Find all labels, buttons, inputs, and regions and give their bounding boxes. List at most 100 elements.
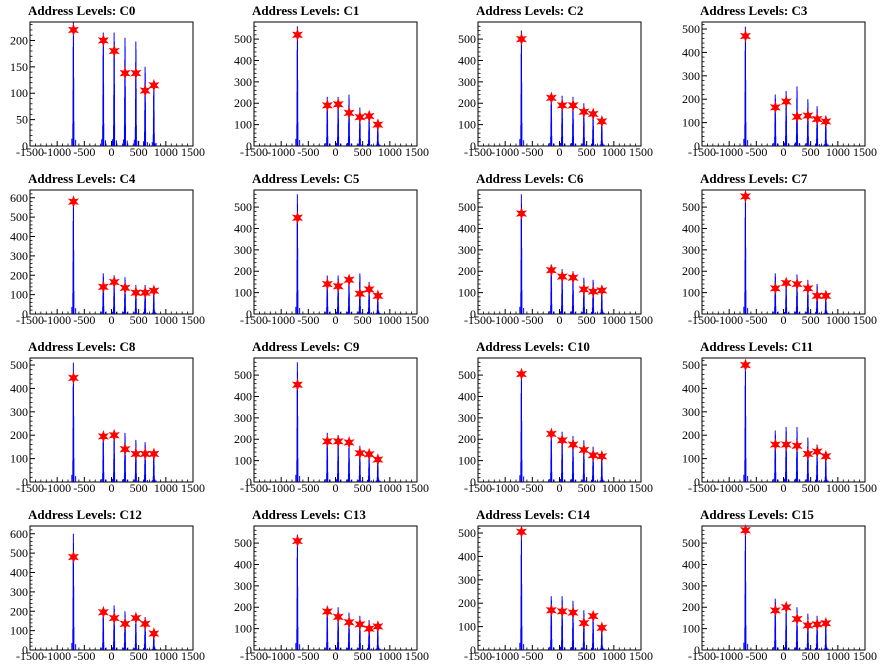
y-tick-label: 100 bbox=[458, 620, 476, 634]
panel-title: Address Levels: C3 bbox=[700, 3, 808, 18]
peak-marker bbox=[578, 105, 590, 119]
x-tick-label: 1000 bbox=[154, 481, 178, 495]
x-tick-label: 500 bbox=[130, 649, 148, 663]
peak-marker bbox=[578, 282, 590, 296]
peak-marker bbox=[67, 195, 79, 209]
y-tick-label: 400 bbox=[234, 557, 252, 571]
peak-marker bbox=[354, 287, 366, 301]
plot-frame bbox=[701, 357, 866, 483]
x-tick-label: 1500 bbox=[181, 313, 205, 327]
plot-frame bbox=[253, 357, 418, 483]
histogram-plot: -1500 -1000 -500 0 500 1000 1500 0 100 200 300 400 5… bbox=[10, 189, 205, 327]
y-tick-label: 0 bbox=[246, 475, 252, 489]
y-tick-label: 500 bbox=[234, 32, 252, 46]
x-tick-label: -1500 bbox=[16, 313, 44, 327]
peak-marker bbox=[780, 438, 792, 452]
peak-marker bbox=[343, 106, 355, 120]
peak-marker bbox=[556, 270, 568, 284]
plot-frame bbox=[253, 21, 418, 147]
peak-marker bbox=[769, 100, 781, 114]
x-tick-label: -1000 bbox=[491, 649, 519, 663]
peak-marker bbox=[108, 44, 120, 58]
histogram-plot: -1500 -1000 -500 0 500 1000 1500 0 100 200 300 400 5… bbox=[682, 523, 877, 663]
y-tick-label: 100 bbox=[10, 452, 28, 466]
plot-frame bbox=[253, 525, 418, 651]
peak-marker bbox=[780, 276, 792, 290]
x-tick-label: -1500 bbox=[16, 481, 44, 495]
peak-marker bbox=[515, 32, 527, 46]
y-tick-label: 0 bbox=[246, 307, 252, 321]
y-tick-label: 100 bbox=[458, 286, 476, 300]
x-tick-label: -500 bbox=[521, 145, 543, 159]
x-tick-label: 0 bbox=[333, 313, 339, 327]
y-tick-label: 100 bbox=[682, 452, 700, 466]
x-tick-label: -1500 bbox=[464, 481, 492, 495]
x-tick-label: 500 bbox=[354, 481, 372, 495]
y-tick-label: 400 bbox=[10, 381, 28, 395]
y-tick-label: 300 bbox=[458, 75, 476, 89]
histogram-plot: -1500 -1000 -500 0 500 1000 1500 0 100 200 300 400 5… bbox=[458, 21, 653, 159]
peak-marker bbox=[587, 285, 599, 299]
histogram-panel: -1500 -1000 -500 0 500 1000 1500 0 100 200 300 400 5… bbox=[672, 0, 896, 168]
plot-frame bbox=[477, 357, 642, 483]
peak-marker bbox=[354, 110, 366, 124]
histogram-panel: -1500 -1000 -500 0 500 1000 1500 0 100 200 300 400 5… bbox=[672, 504, 896, 672]
x-tick-label: 500 bbox=[578, 649, 596, 663]
histogram-series bbox=[71, 533, 157, 650]
peak-marker bbox=[596, 621, 608, 635]
panel-title: Address Levels: C9 bbox=[252, 339, 360, 354]
x-tick-label: -500 bbox=[521, 313, 543, 327]
histogram-plot: -1500 -1000 -500 0 500 1000 1500 0 100 200 300 400 5… bbox=[458, 525, 653, 663]
y-tick-label: 400 bbox=[682, 557, 700, 571]
histogram-panel: -1500 -1000 -500 0 500 1000 1500 0 100 200 300 400 5… bbox=[0, 336, 224, 504]
y-tick-label: 300 bbox=[682, 69, 700, 83]
peak-marker bbox=[739, 358, 751, 372]
x-tick-label: 500 bbox=[578, 481, 596, 495]
histogram-plot: -1500 -1000 -500 0 500 1000 1500 0 50 100 150 200 bbox=[10, 21, 205, 159]
x-tick-label: -500 bbox=[297, 649, 319, 663]
x-tick-label: 1500 bbox=[629, 313, 653, 327]
x-tick-label: 0 bbox=[109, 313, 115, 327]
x-tick-label: 500 bbox=[802, 145, 820, 159]
y-tick-label: 600 bbox=[10, 191, 28, 205]
x-tick-label: 0 bbox=[781, 313, 787, 327]
x-tick-label: 0 bbox=[557, 649, 563, 663]
peak-marker bbox=[769, 438, 781, 452]
peak-marker bbox=[108, 428, 120, 442]
x-tick-label: 0 bbox=[557, 313, 563, 327]
peak-marker bbox=[139, 84, 151, 98]
y-tick-label: 100 bbox=[234, 286, 252, 300]
peak-marker bbox=[139, 286, 151, 300]
x-tick-label: 500 bbox=[130, 481, 148, 495]
peak-marker bbox=[556, 604, 568, 618]
x-tick-label: -1500 bbox=[240, 481, 268, 495]
panel-title: Address Levels: C5 bbox=[252, 171, 360, 186]
peak-marker bbox=[596, 284, 608, 297]
x-tick-label: -500 bbox=[745, 649, 767, 663]
y-tick-label: 500 bbox=[234, 368, 252, 382]
x-tick-label: -1500 bbox=[240, 649, 268, 663]
peak-marker bbox=[130, 447, 142, 461]
histogram-panel: -1500 -1000 -500 0 500 1000 1500 0 100 200 300 400 5… bbox=[0, 168, 224, 336]
histogram-series bbox=[71, 362, 157, 482]
x-tick-label: -1000 bbox=[43, 145, 71, 159]
panel-title: Address Levels: C8 bbox=[28, 339, 136, 354]
peak-marker bbox=[108, 611, 120, 625]
x-tick-label: -1500 bbox=[464, 313, 492, 327]
peak-marker bbox=[578, 443, 590, 457]
y-tick-label: 200 bbox=[458, 96, 476, 110]
histogram-panel: -1500 -1000 -500 0 500 1000 1500 0 100 200 300 400 5… bbox=[672, 168, 896, 336]
y-tick-label: 0 bbox=[470, 475, 476, 489]
x-tick-label: -1500 bbox=[16, 145, 44, 159]
x-tick-label: -1500 bbox=[464, 145, 492, 159]
y-tick-label: 400 bbox=[234, 53, 252, 67]
peak-marker bbox=[67, 550, 79, 564]
y-tick-label: 400 bbox=[682, 221, 700, 235]
x-tick-label: 1500 bbox=[181, 145, 205, 159]
x-tick-label: -500 bbox=[73, 145, 95, 159]
x-tick-label: 1500 bbox=[629, 145, 653, 159]
peak-marker bbox=[739, 29, 751, 43]
peak-marker bbox=[321, 434, 333, 448]
x-tick-label: 1500 bbox=[853, 481, 877, 495]
peak-marker bbox=[578, 616, 590, 630]
